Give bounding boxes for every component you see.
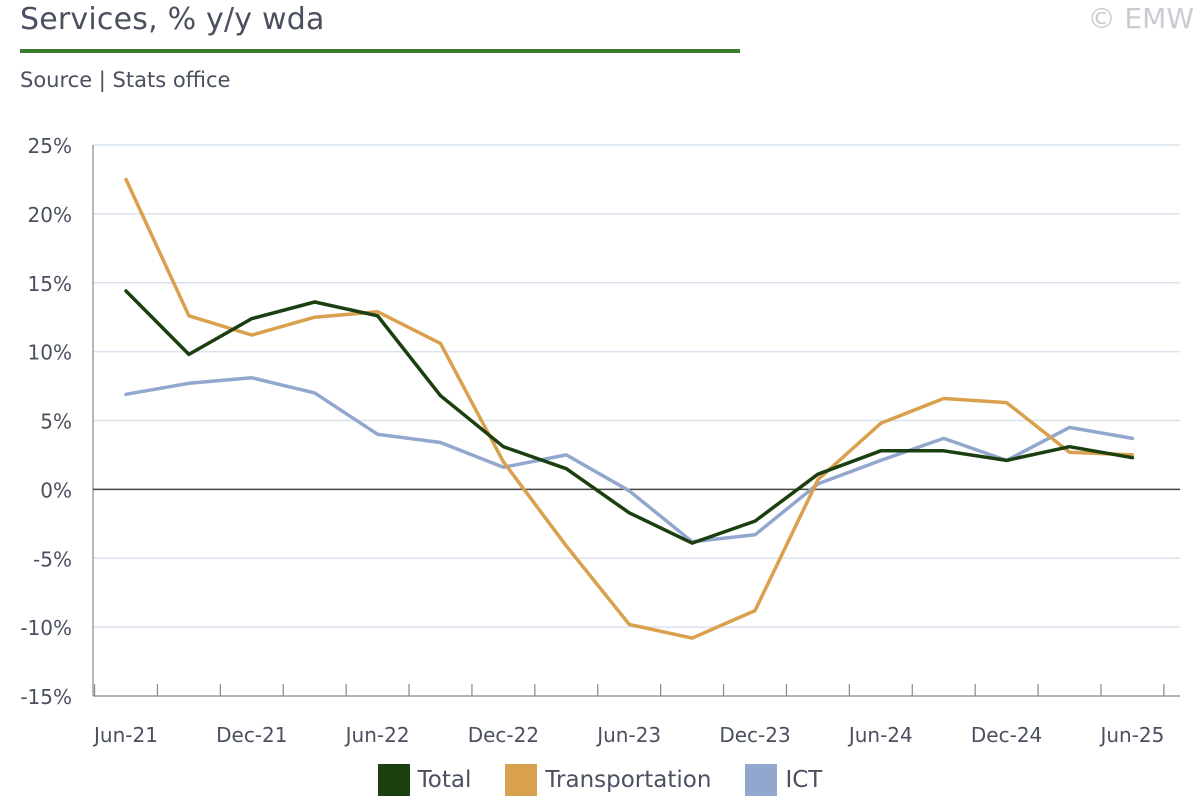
legend-swatch: [377, 764, 410, 796]
line-chart: 25% 20% 15% 10% 5% 0% -5% -10% -15% Jun-21 Dec-21…: [20, 134, 1180, 747]
legend-label: Total: [417, 767, 472, 793]
y-tick-label: 25%: [28, 134, 72, 158]
x-tick-label: Jun-24: [847, 723, 913, 747]
legend-item-ict: ICT: [745, 764, 822, 796]
y-tick-labels: 25% 20% 15% 10% 5% 0% -5% -10% -15%: [20, 134, 72, 709]
x-tick-labels: Jun-21 Dec-21 Jun-22 Dec-22 Jun-23 Dec-23 Jun-…: [92, 723, 1164, 747]
x-tick-label: Jun-22: [344, 723, 410, 747]
legend-swatch: [505, 764, 538, 796]
y-tick-label: -15%: [20, 685, 72, 709]
series-lines: [124, 177, 1135, 640]
legend: Total Transportation ICT: [0, 764, 1200, 796]
x-tick-label: Jun-23: [595, 723, 661, 747]
legend-label: Transportation: [545, 767, 712, 793]
y-tick-label: 10%: [28, 341, 72, 365]
series-line-transportation: [124, 177, 1135, 640]
y-tick-label: 0%: [40, 478, 72, 502]
series-line-ict: [124, 376, 1135, 544]
x-tick-label: Dec-24: [971, 723, 1042, 747]
x-tick-label: Dec-23: [719, 723, 790, 747]
legend-swatch: [745, 764, 778, 796]
axes: [92, 145, 1180, 697]
x-tick-label: Dec-22: [468, 723, 539, 747]
y-tick-label: 5%: [40, 410, 72, 434]
y-tick-label: -10%: [20, 616, 72, 640]
y-tick-label: 15%: [28, 272, 72, 296]
copyright-mark: © EMW: [1087, 2, 1194, 35]
gridlines: [93, 144, 1180, 628]
x-tick-label: Jun-25: [1098, 723, 1164, 747]
legend-item-total: Total: [377, 764, 472, 796]
series-line-total: [124, 289, 1135, 545]
x-tick-label: Dec-21: [216, 723, 287, 747]
legend-item-transportation: Transportation: [505, 764, 711, 796]
y-tick-label: 20%: [28, 203, 72, 227]
x-tick-label: Jun-21: [92, 723, 158, 747]
chart-title: Services, % y/y wda: [20, 2, 325, 37]
legend-label: ICT: [785, 767, 823, 793]
y-tick-label: -5%: [33, 547, 72, 571]
title-underline: [20, 49, 740, 53]
source-note: Source | Stats office: [20, 68, 231, 92]
